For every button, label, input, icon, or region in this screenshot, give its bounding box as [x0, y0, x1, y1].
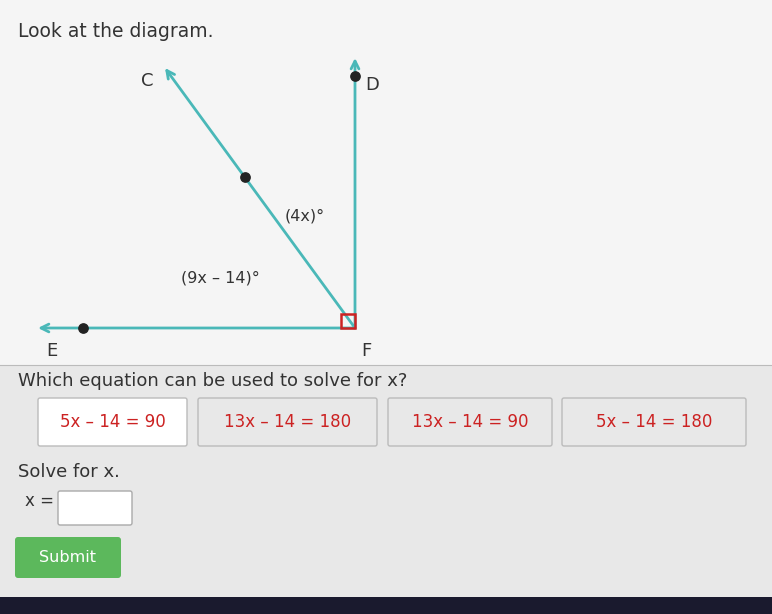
Text: Submit: Submit [39, 550, 96, 564]
Text: Solve for x.: Solve for x. [18, 463, 120, 481]
Text: x =: x = [25, 492, 54, 510]
FancyBboxPatch shape [388, 398, 552, 446]
Text: 13x – 14 = 180: 13x – 14 = 180 [224, 413, 351, 431]
Text: E: E [46, 342, 57, 360]
Point [239, 173, 251, 182]
Text: C: C [141, 72, 153, 90]
Bar [0, 597, 772, 614]
Text: 5x – 14 = 180: 5x – 14 = 180 [596, 413, 713, 431]
Text: (9x – 14)°: (9x – 14)° [181, 271, 260, 286]
Text: D: D [365, 76, 379, 94]
FancyBboxPatch shape [38, 398, 187, 446]
Text: F: F [361, 342, 371, 360]
Bar [0, 0, 772, 365]
Text: Look at the diagram.: Look at the diagram. [18, 22, 214, 41]
FancyBboxPatch shape [198, 398, 377, 446]
Bar [0, 365, 772, 614]
Text: 5x – 14 = 90: 5x – 14 = 90 [59, 413, 165, 431]
Text: 13x – 14 = 90: 13x – 14 = 90 [411, 413, 528, 431]
Text: Which equation can be used to solve for x?: Which equation can be used to solve for … [18, 372, 408, 390]
Point [349, 71, 361, 81]
Text: (4x)°: (4x)° [285, 209, 325, 223]
FancyBboxPatch shape [58, 491, 132, 525]
FancyBboxPatch shape [15, 537, 121, 578]
FancyBboxPatch shape [562, 398, 746, 446]
Point [77, 323, 90, 333]
